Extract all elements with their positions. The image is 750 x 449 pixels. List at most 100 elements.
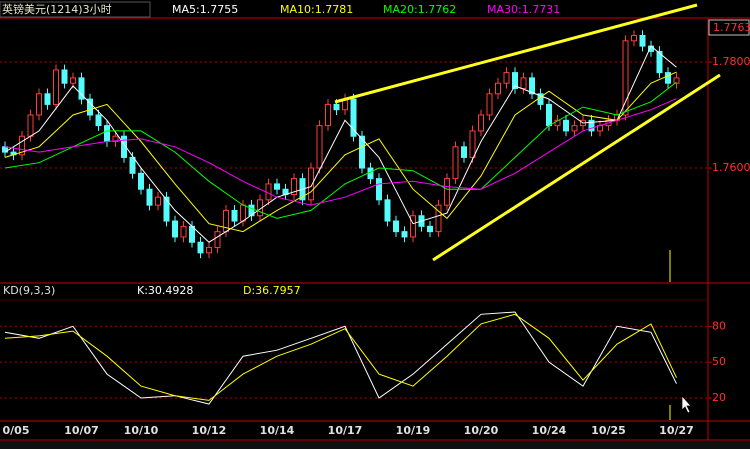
candle-body	[435, 204, 442, 233]
line-series	[4, 81, 677, 219]
y-tick-label: 1.7800	[712, 55, 750, 68]
candle-body	[87, 98, 93, 116]
x-tick-label: 10/27	[659, 424, 694, 437]
candle-body	[308, 167, 314, 201]
plot-area: 0/05 10/07 10/10 10/12 10/14 10/17 10/19 10/20 1…	[0, 30, 712, 437]
candle-body	[631, 34, 637, 42]
candle-body	[180, 225, 187, 238]
candle-body	[384, 199, 391, 222]
legend-entry: K:30.4928	[137, 284, 193, 297]
candle-body	[231, 209, 238, 222]
line-series	[4, 45, 677, 243]
price-box	[708, 19, 750, 36]
candle-body	[44, 93, 51, 105]
legend-entry: D:36.7957	[243, 284, 301, 297]
trend-line	[334, 3, 698, 104]
candle-body	[665, 72, 671, 84]
line-series	[4, 98, 677, 206]
x-tick-label: 10/20	[464, 424, 499, 437]
candle-body	[673, 77, 680, 84]
candle-body	[639, 34, 646, 47]
candle-body	[529, 77, 535, 95]
line-series	[4, 311, 677, 405]
candle-body	[376, 178, 382, 201]
candle-body	[316, 125, 323, 169]
candle-body	[359, 135, 365, 169]
candle-body	[503, 72, 510, 84]
candle-body	[656, 50, 663, 74]
candle-body	[112, 135, 119, 143]
x-tick-label: 0/05	[3, 424, 30, 437]
candle-body	[410, 215, 416, 238]
candle-body	[70, 77, 76, 84]
candle-body	[146, 188, 153, 206]
candle-body	[333, 103, 340, 111]
candle-body	[189, 225, 195, 243]
kd-title: KD(9,3,3)	[3, 284, 55, 297]
candle-body	[563, 119, 569, 132]
candle-body	[469, 130, 476, 158]
candle-body	[350, 98, 357, 137]
candle-body	[240, 204, 246, 222]
mouse-cursor	[681, 395, 692, 414]
candle-body	[291, 178, 297, 196]
candle-body	[546, 103, 552, 127]
candle-body	[214, 231, 221, 249]
candle-body	[588, 119, 595, 132]
candle-body	[155, 196, 161, 206]
chart-title: 英镑美元(1214)3小时	[2, 2, 112, 16]
candle-body	[495, 82, 501, 95]
candle-body	[274, 183, 280, 190]
legend-entry: MA20:1.7762	[383, 3, 456, 16]
candle-body	[452, 146, 459, 180]
x-tick-label: 10/17	[328, 424, 363, 437]
candle-body	[104, 125, 110, 143]
candle-body	[129, 156, 136, 174]
candle-body	[27, 114, 34, 137]
candle-body	[248, 204, 255, 217]
trend-line	[432, 73, 721, 262]
candle-body	[36, 93, 42, 116]
candle-body	[19, 135, 25, 156]
x-tick-label: 10/12	[192, 424, 227, 437]
y-tick-label: 80	[712, 319, 726, 332]
x-tick-label: 10/19	[396, 424, 431, 437]
x-tick-label: 10/10	[124, 424, 159, 437]
candle-body	[78, 77, 85, 100]
candle-body	[401, 231, 408, 238]
price-label: 1.7763	[713, 21, 750, 34]
y-tick-label: 20	[712, 391, 726, 404]
candle-body	[622, 40, 629, 116]
legend-entry: MA10:1.7781	[280, 3, 353, 16]
candle-body	[427, 225, 433, 233]
candle-body	[163, 196, 170, 222]
legend-entry: MA5:1.7755	[172, 3, 238, 16]
status-bar	[0, 441, 750, 449]
y-tick-label: 1.7600	[712, 161, 750, 174]
x-tick-label: 10/14	[260, 424, 295, 437]
candle-body	[138, 172, 144, 190]
line-series	[4, 313, 677, 401]
candle-body	[61, 69, 68, 84]
candle-body	[571, 125, 578, 132]
legend-entry: MA30:1.7731	[487, 3, 560, 16]
candle-body	[478, 114, 484, 132]
x-tick-label: 10/07	[64, 424, 99, 437]
candle-body	[197, 241, 204, 254]
candle-body	[520, 77, 527, 90]
candle-body	[95, 114, 102, 127]
line-series	[4, 71, 677, 233]
title-box	[0, 1, 151, 18]
x-tick-label: 10/25	[591, 424, 626, 437]
candle-body	[53, 69, 59, 105]
candle-body	[172, 220, 178, 238]
candle-body	[206, 247, 212, 254]
candle-body	[486, 93, 493, 116]
candle-body	[554, 119, 561, 127]
x-tick-label: 10/24	[532, 424, 567, 437]
y-tick-label: 50	[712, 355, 726, 368]
candle-body	[325, 103, 331, 127]
